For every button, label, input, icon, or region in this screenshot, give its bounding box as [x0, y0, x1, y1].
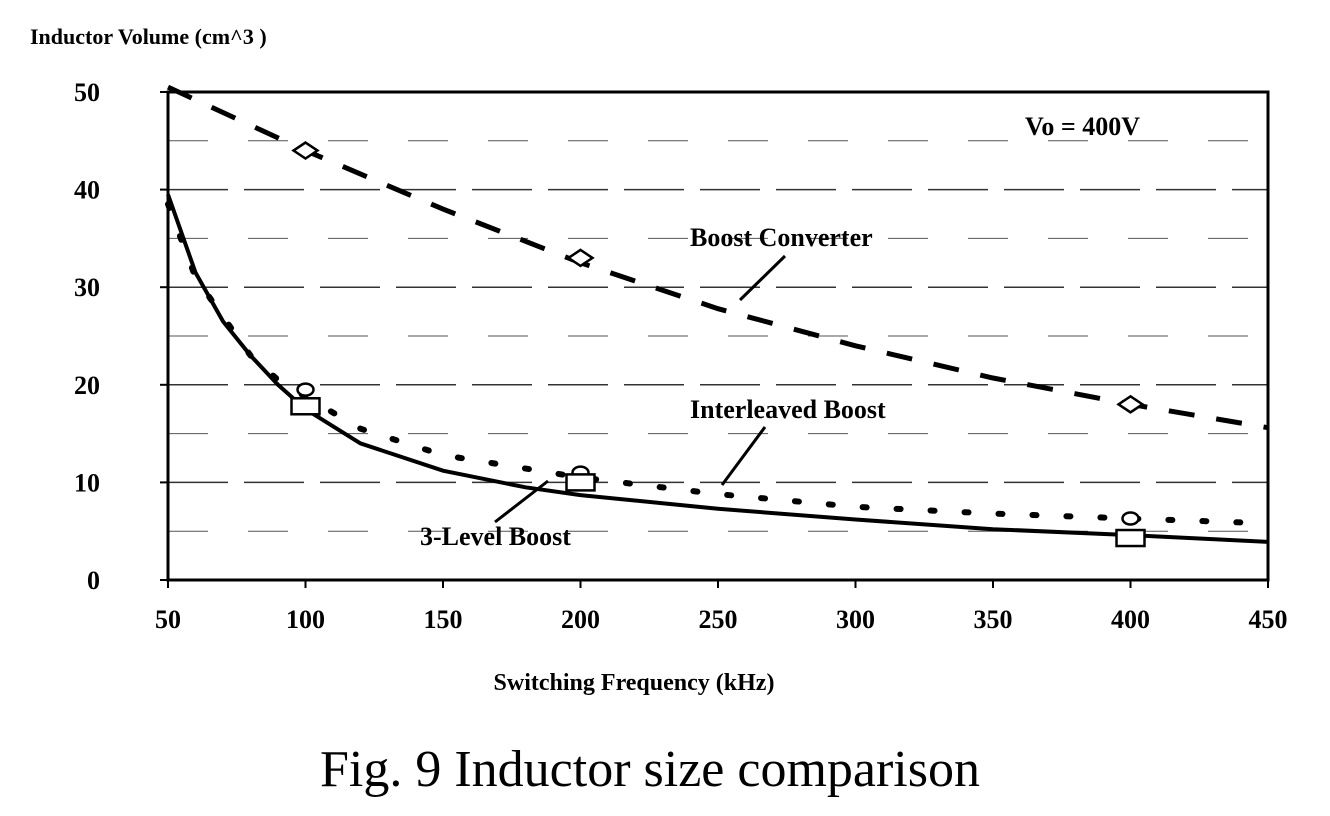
annotation-arrow-interleaved-boost: [720, 426, 767, 486]
x-tick-label-250: 250: [699, 605, 738, 634]
annotation-arrow-3-level-boost: [494, 479, 549, 524]
x-axis: 50 100 150 200 250 300 350 400 450: [155, 580, 1288, 634]
x-tick-label-350: 350: [974, 605, 1013, 634]
series-label-3-level-boost: 3-Level Boost: [420, 522, 571, 551]
y-axis: 0 10 20 30 40 50: [74, 78, 168, 595]
y-axis-title: Inductor Volume (cm^3 ): [30, 24, 267, 49]
x-tick-label-400: 400: [1111, 605, 1150, 634]
series-label-boost-converter: Boost Converter: [690, 223, 873, 252]
x-tick-label-50: 50: [155, 605, 181, 634]
marker-3-level-boost-400: [1115, 528, 1146, 548]
marker-interleaved-boost-100: [296, 382, 315, 397]
y-tick-label-10: 10: [74, 468, 100, 497]
x-tick-label-300: 300: [836, 605, 875, 634]
annotation-arrow-boost-converter: [738, 254, 787, 302]
marker-boost-converter-100: [291, 141, 320, 161]
marker-3-level-boost-100: [290, 397, 321, 416]
x-tick-label-450: 450: [1249, 605, 1288, 634]
voltage-condition-label: Vo = 400V: [1025, 112, 1140, 141]
marker-boost-converter-200: [566, 248, 595, 268]
x-tick-label-150: 150: [424, 605, 463, 634]
x-tick-label-100: 100: [286, 605, 325, 634]
x-axis-label: Switching Frequency (kHz): [494, 670, 775, 696]
figure-caption: Fig. 9 Inductor size comparison: [320, 741, 980, 798]
marker-interleaved-boost-400: [1121, 511, 1140, 526]
series-label-interleaved-boost: Interleaved Boost: [690, 395, 886, 424]
series-line-3-level-boost: [166, 193, 1269, 544]
marker-3-level-boost-200: [565, 473, 596, 492]
y-tick-label-20: 20: [74, 371, 100, 400]
series-line-interleaved-boost: [165, 201, 1271, 527]
y-tick-label-0: 0: [87, 566, 100, 595]
y-tick-label-30: 30: [74, 273, 100, 302]
y-tick-label-40: 40: [74, 176, 100, 205]
grid-lines: [168, 140, 1268, 532]
marker-boost-converter-400: [1116, 394, 1145, 414]
series-group: [165, 84, 1271, 548]
y-tick-label-50: 50: [74, 78, 100, 107]
series-line-boost-converter: [166, 84, 1269, 431]
x-tick-label-200: 200: [561, 605, 600, 634]
